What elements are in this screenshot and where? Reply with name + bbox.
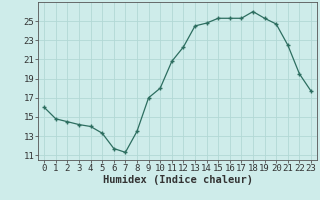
X-axis label: Humidex (Indice chaleur): Humidex (Indice chaleur) [103,175,252,185]
